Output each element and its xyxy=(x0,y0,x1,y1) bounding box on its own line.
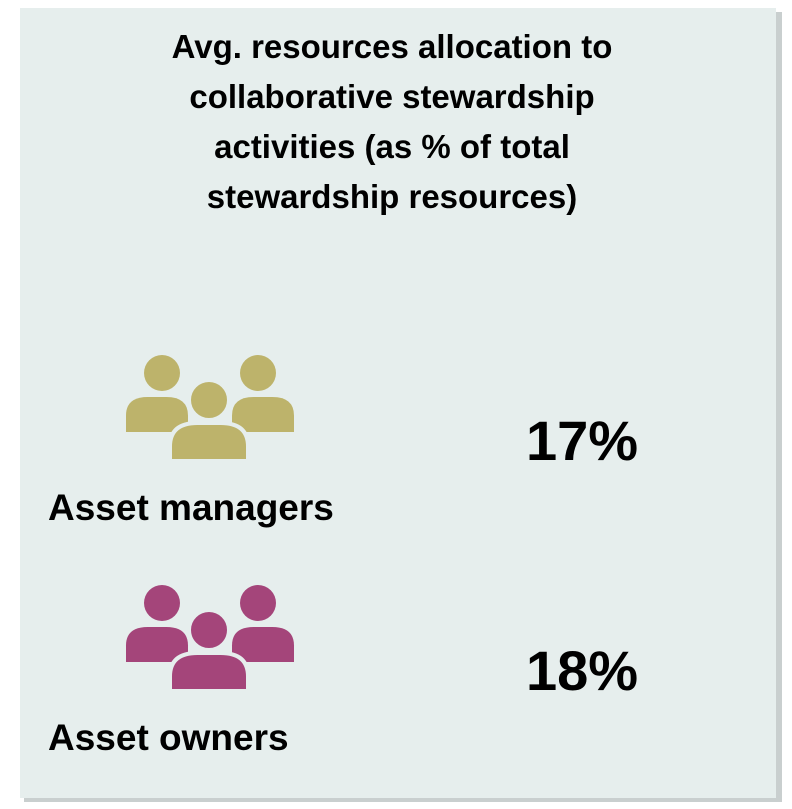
icon-body xyxy=(168,421,250,463)
icon-head xyxy=(144,585,180,621)
value: 17% xyxy=(526,409,638,472)
people-icon xyxy=(126,585,294,693)
items: 17% Asset managers 18% Asset owners xyxy=(48,355,638,758)
icon-head xyxy=(187,378,231,422)
title-line: stewardship resources) xyxy=(207,178,577,215)
label: Asset managers xyxy=(48,487,334,528)
title-line: activities (as % of total xyxy=(214,128,570,165)
title-line: collaborative stewardship xyxy=(189,78,594,115)
icon-body xyxy=(168,651,250,693)
people-icon xyxy=(126,355,294,463)
icon-body xyxy=(126,627,188,662)
label: Asset owners xyxy=(48,717,289,758)
icon-head xyxy=(187,608,231,652)
icon-body xyxy=(126,397,188,432)
icon-head xyxy=(240,355,276,391)
icon-head xyxy=(144,355,180,391)
icon-body xyxy=(232,627,294,662)
title-line: Avg. resources allocation to xyxy=(172,28,613,65)
icon-body xyxy=(232,397,294,432)
title: Avg. resources allocation to collaborativ… xyxy=(172,28,613,215)
icon-head xyxy=(240,585,276,621)
value: 18% xyxy=(526,639,638,702)
